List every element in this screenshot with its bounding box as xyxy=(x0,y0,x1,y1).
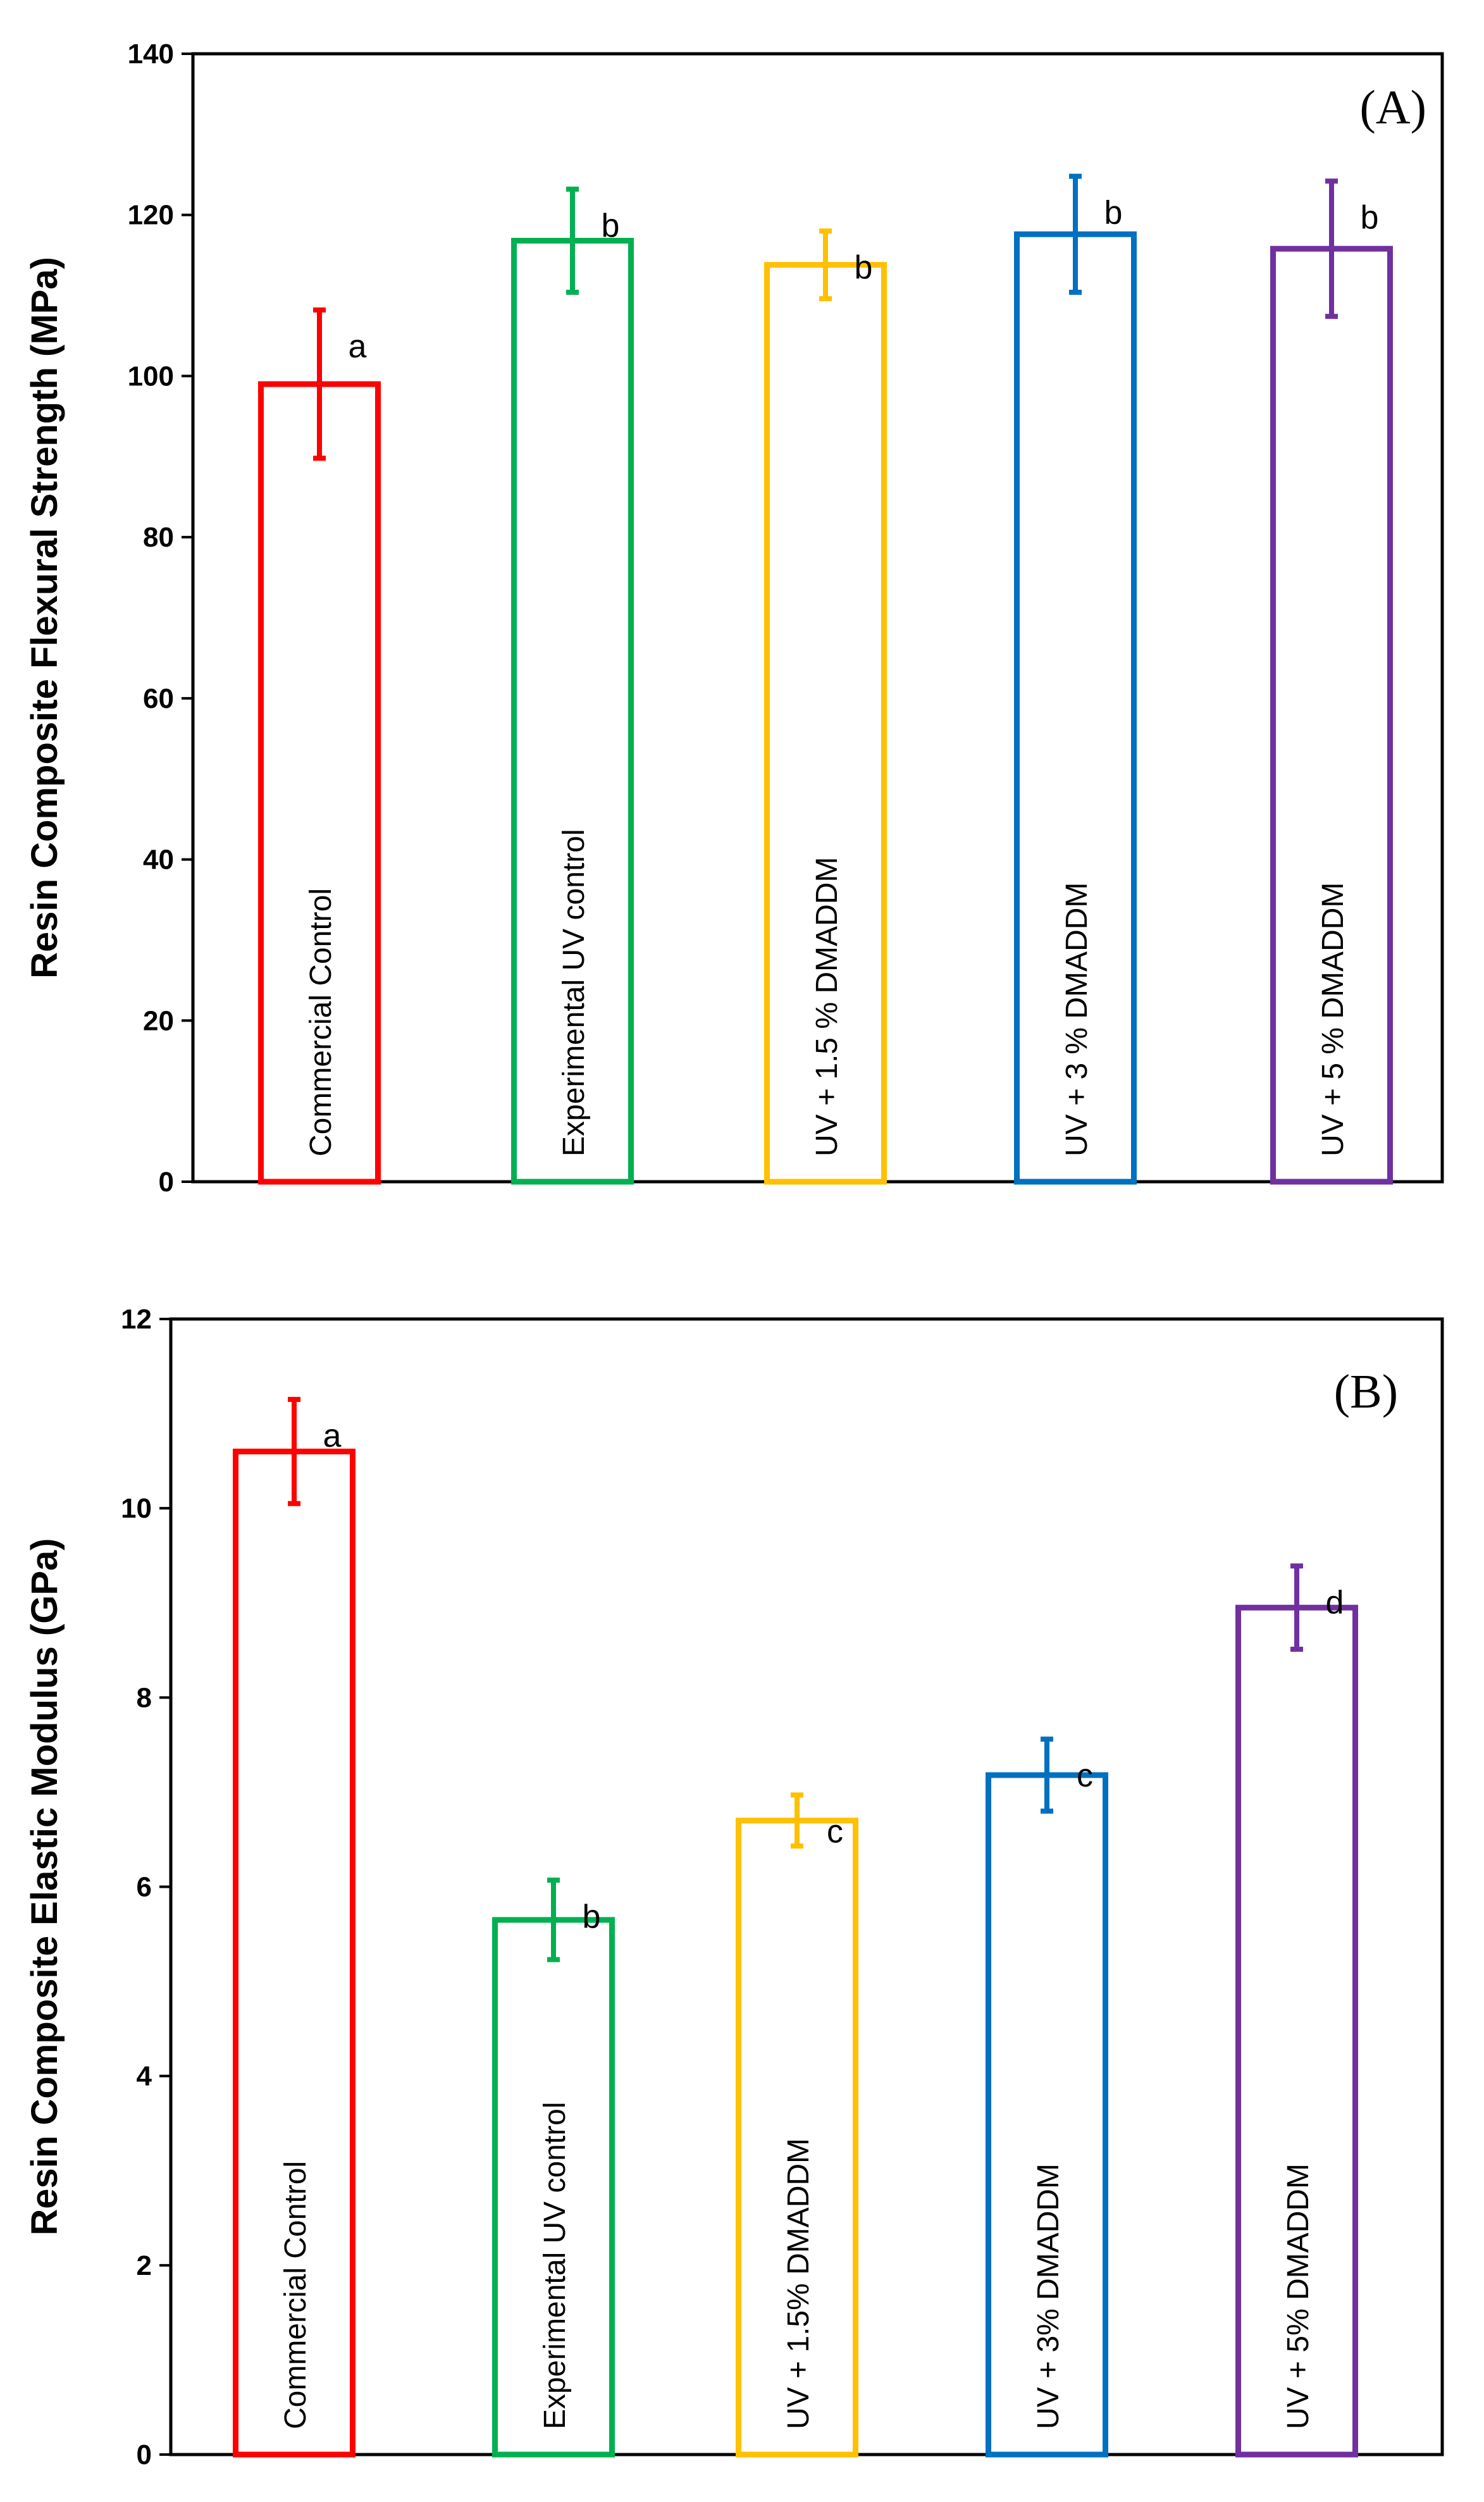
significance-label: c xyxy=(1077,1757,1093,1794)
y-tick-label: 100 xyxy=(128,361,174,392)
category-label: UV + 1.5 % DMADDM xyxy=(810,857,844,1156)
panel-label: (A) xyxy=(1359,81,1426,134)
y-tick-label: 120 xyxy=(128,200,174,231)
category-label: Experimental UV control xyxy=(538,2102,572,2429)
y-axis-title: Resin Composite Flexural Strength (MPa) xyxy=(24,257,65,979)
panel-label: (B) xyxy=(1334,1365,1398,1418)
significance-label: a xyxy=(349,328,367,365)
y-tick-label: 4 xyxy=(137,2061,152,2092)
category-label: Commercial Control xyxy=(279,2161,312,2429)
y-axis-title: Resin Composite Elastic Modulus (GPa) xyxy=(24,1538,65,2235)
category-label: UV + 5 % DMADDM xyxy=(1316,883,1350,1156)
y-tick-label: 8 xyxy=(137,1682,152,1713)
category-label: UV + 5% DMADDM xyxy=(1282,2164,1315,2429)
y-tick-label: 0 xyxy=(159,1167,174,1198)
y-tick-label: 60 xyxy=(143,683,174,714)
elastic-modulus-chart: 0 2 4 6 8 10 12 Resin Composite Elastic Modulus… xyxy=(24,1304,1444,2470)
y-tick-label: 140 xyxy=(128,39,174,70)
y-tick-label: 12 xyxy=(121,1304,152,1335)
y-tick-label: 20 xyxy=(143,1005,174,1036)
category-label: UV + 3 % DMADDM xyxy=(1060,883,1094,1156)
significance-label: b xyxy=(1361,199,1379,236)
y-tick-label: 40 xyxy=(143,845,174,876)
significance-label: b xyxy=(855,249,873,286)
significance-label: d xyxy=(1326,1584,1344,1621)
category-label: Experimental UV control xyxy=(557,829,591,1156)
category-label: UV + 3% DMADDM xyxy=(1032,2164,1065,2429)
y-tick-label: 10 xyxy=(121,1493,152,1524)
significance-label: b xyxy=(602,207,620,244)
y-tick-label: 80 xyxy=(143,522,174,553)
y-tick-label: 6 xyxy=(137,1872,152,1903)
category-label: Commercial Control xyxy=(304,888,338,1156)
significance-label: b xyxy=(1104,195,1123,232)
y-tick-label: 2 xyxy=(137,2250,152,2281)
significance-label: a xyxy=(323,1418,342,1454)
significance-label: b xyxy=(583,1898,601,1935)
category-label: UV + 1.5% DMADDM xyxy=(782,2138,815,2429)
significance-label: c xyxy=(827,1813,843,1850)
flexural-strength-chart: 0 20 40 60 80 100 120 140 Resin Composite Flexur… xyxy=(24,39,1444,1198)
y-tick-label: 0 xyxy=(137,2439,152,2470)
